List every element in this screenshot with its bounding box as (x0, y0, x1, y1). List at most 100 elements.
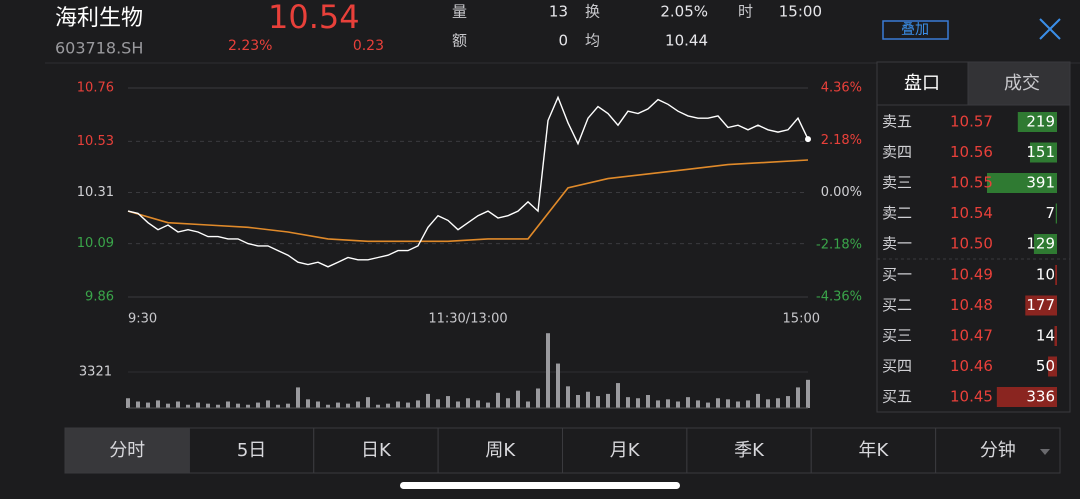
close-icon[interactable] (1039, 18, 1061, 40)
volume-bar (716, 398, 720, 408)
book-volume: 10 (1036, 266, 1055, 284)
volume-bar (366, 397, 370, 408)
volume-bar (616, 383, 620, 408)
book-label: 买五 (882, 388, 912, 406)
volume-bar (356, 401, 360, 408)
book-tab[interactable] (967, 61, 1071, 106)
price-line (127, 95, 809, 268)
volume-bar (706, 402, 710, 408)
stat-label: 量 (452, 3, 467, 21)
y-tick-label: 9.86 (85, 290, 114, 305)
volume-bar (146, 402, 150, 408)
period-tab-label[interactable]: 分时 (109, 440, 145, 461)
volume-bar (226, 401, 230, 408)
stat-label: 额 (452, 32, 467, 50)
y-tick-label: 10.09 (77, 236, 114, 251)
period-tab[interactable] (188, 427, 315, 474)
volume-bar (336, 402, 340, 408)
overlay-button-label[interactable]: 叠加 (901, 22, 929, 38)
stat-value: 15:00 (779, 3, 822, 21)
book-price: 10.54 (950, 204, 993, 222)
volume-bar (686, 397, 690, 408)
book-volume: 14 (1036, 327, 1055, 345)
book-volume: 50 (1036, 357, 1055, 375)
period-tab-label[interactable]: 日K (361, 440, 392, 461)
volume-bar (326, 404, 330, 408)
volume-bar (506, 398, 510, 408)
stats: 量 13 额 0换 2.05% 均 10.44 时 15:00 (452, 3, 822, 50)
y2-tick-label: 0.00% (821, 185, 862, 200)
book-volume: 391 (1026, 174, 1055, 192)
book-price: 10.46 (950, 357, 993, 375)
period-tab[interactable] (686, 427, 812, 474)
close-button[interactable] (1039, 18, 1061, 40)
book-label: 卖二 (882, 204, 912, 222)
period-tab-label[interactable]: 分钟 (980, 440, 1016, 461)
volume-bar (526, 401, 530, 408)
volume-bar (486, 402, 490, 408)
y-tick-label: 10.53 (77, 134, 114, 149)
book-volume: 336 (1026, 388, 1055, 406)
volume-bar (1054, 326, 1057, 346)
volume-bar (1033, 234, 1057, 254)
period-tab[interactable] (935, 427, 1061, 474)
period-tab-label[interactable]: 5日 (237, 440, 266, 461)
volume-bar (576, 394, 580, 408)
book-volume: 177 (1026, 296, 1055, 314)
book-tab-label[interactable]: 成交 (1004, 73, 1040, 94)
dropdown-arrow[interactable] (1040, 449, 1050, 455)
volume-bar (766, 399, 770, 408)
volume-bar (266, 400, 270, 408)
volume-bar (987, 173, 1057, 193)
volume-bar (166, 403, 170, 408)
volume-bar (446, 396, 450, 408)
volume-bar (786, 396, 790, 408)
volume-bar (346, 403, 350, 408)
period-tab[interactable] (437, 427, 563, 474)
period-tab[interactable] (313, 427, 439, 474)
book-label: 卖四 (882, 143, 912, 161)
period-tab-label[interactable]: 周K (485, 440, 516, 461)
volume-bar (416, 400, 420, 408)
volume-bar (426, 393, 430, 408)
x-tick-label: 9:30 (128, 312, 157, 327)
book-tab-label[interactable]: 盘口 (904, 73, 940, 94)
y2-tick-label: -2.18% (816, 237, 862, 252)
volume-bar (536, 388, 540, 408)
y2-tick-label: -4.36% (816, 290, 862, 305)
book-label: 买四 (882, 357, 912, 375)
period-tabs: 分时 5日 日K 周K 月K 季K 年K 分钟 (64, 427, 1061, 474)
period-tab[interactable] (810, 427, 937, 474)
volume-bar (276, 404, 280, 408)
volume-bar (1025, 295, 1057, 316)
volume-bar (626, 397, 630, 408)
volume-bar (606, 393, 610, 408)
book-volume: 151 (1026, 143, 1055, 161)
stat-value: 0 (558, 32, 568, 50)
stat-value: 2.05% (660, 3, 708, 21)
volume-bar (466, 398, 470, 408)
period-tab-label[interactable]: 季K (734, 440, 765, 461)
volume-bar (206, 403, 210, 408)
period-tab-label[interactable]: 月K (610, 440, 641, 461)
change-pct: 2.23% (228, 38, 272, 54)
change: 0.23 (353, 38, 384, 54)
volume-bar (736, 401, 740, 408)
period-tab[interactable] (64, 427, 190, 474)
volume-bar (186, 404, 190, 408)
stat-label: 时 (738, 3, 753, 21)
overlay-button[interactable] (882, 20, 949, 40)
y-tick-label: 10.31 (77, 185, 114, 200)
stock-name: 海利生物 (55, 6, 143, 31)
volume-bar (1048, 356, 1057, 377)
volume-bar (496, 392, 500, 408)
volume-bar (306, 399, 310, 408)
period-tab[interactable] (562, 427, 688, 474)
volume-bar (586, 391, 590, 408)
period-tab-label[interactable]: 年K (859, 440, 890, 461)
book-label: 卖三 (882, 174, 912, 192)
book-label: 买三 (882, 327, 912, 345)
volume-bar (476, 400, 480, 408)
volume-bar (796, 387, 800, 408)
